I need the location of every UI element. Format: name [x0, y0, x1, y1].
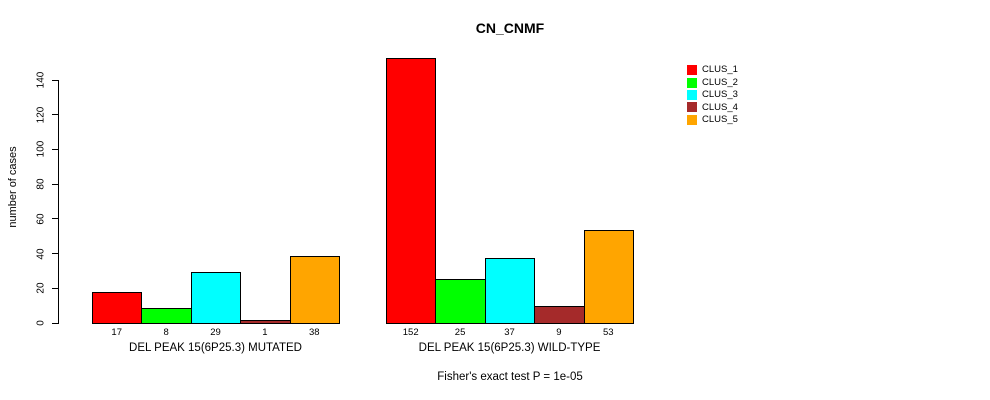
- legend-item: CLUS_4: [687, 101, 738, 113]
- y-tick-label: 120: [35, 106, 47, 124]
- y-tick: [52, 218, 58, 220]
- legend-swatch-icon: [687, 102, 697, 113]
- y-tick: [52, 322, 58, 324]
- y-axis-label: number of cases: [7, 146, 19, 228]
- bar-clus_1: [386, 58, 437, 324]
- y-tick: [52, 148, 58, 150]
- bar-value-label: 25: [454, 326, 466, 338]
- bar-value-label: 8: [163, 326, 169, 338]
- bar-clus_4: [534, 306, 585, 324]
- bar-clus_2: [141, 308, 192, 324]
- legend-swatch-icon: [687, 77, 697, 88]
- bar-value-label: 29: [210, 326, 221, 338]
- bar-clus_2: [435, 278, 486, 324]
- bar-clus_5: [583, 230, 634, 324]
- fisher-test-note: Fisher's exact test P = 1e-05: [437, 371, 583, 383]
- legend: CLUS_1 CLUS_2 CLUS_3 CLUS_4 CLUS_5: [687, 64, 738, 126]
- bar-clus_5: [289, 256, 340, 324]
- bar-clus_1: [92, 292, 143, 324]
- bar-value-label: 1: [262, 326, 268, 338]
- y-tick-label: 80: [35, 178, 47, 190]
- legend-label: CLUS_3: [702, 89, 738, 101]
- legend-item: CLUS_1: [687, 64, 738, 76]
- y-tick-label: 40: [35, 248, 47, 260]
- bar-clus_3: [190, 271, 242, 324]
- bar-value-label: 37: [504, 326, 515, 338]
- bar-clus_4: [240, 320, 291, 324]
- y-tick: [52, 253, 58, 255]
- bar-value-label: 9: [556, 326, 562, 338]
- bar-clus_3: [484, 257, 536, 324]
- y-tick-label: 0: [35, 320, 47, 326]
- y-tick: [52, 183, 58, 185]
- bar-value-label: 17: [111, 326, 122, 338]
- bar-value-label: 38: [309, 326, 320, 338]
- legend-label: CLUS_2: [702, 76, 738, 88]
- legend-swatch-icon: [687, 65, 697, 76]
- group-label: DEL PEAK 15(6P25.3) MUTATED: [129, 342, 302, 354]
- y-tick: [52, 114, 58, 116]
- legend-label: CLUS_4: [702, 101, 738, 113]
- legend-swatch-icon: [687, 114, 697, 125]
- legend-item: CLUS_5: [687, 114, 738, 126]
- legend-swatch-icon: [687, 89, 697, 100]
- y-tick-label: 140: [35, 71, 47, 89]
- group-label: DEL PEAK 15(6P25.3) WILD-TYPE: [418, 342, 601, 354]
- y-tick-label: 100: [35, 141, 47, 158]
- legend-item: CLUS_3: [687, 89, 738, 101]
- y-tick: [52, 287, 58, 289]
- y-tick-label: 60: [35, 213, 47, 225]
- bar-value-label: 53: [603, 326, 614, 338]
- legend-label: CLUS_1: [702, 64, 738, 76]
- bar-value-label: 152: [402, 326, 419, 338]
- y-axis-line: [58, 80, 59, 324]
- y-tick: [52, 79, 58, 81]
- y-tick-label: 20: [35, 282, 47, 294]
- chart-title: CN_CNMF: [475, 20, 545, 36]
- legend-label: CLUS_5: [702, 114, 738, 125]
- legend-item: CLUS_2: [687, 76, 738, 88]
